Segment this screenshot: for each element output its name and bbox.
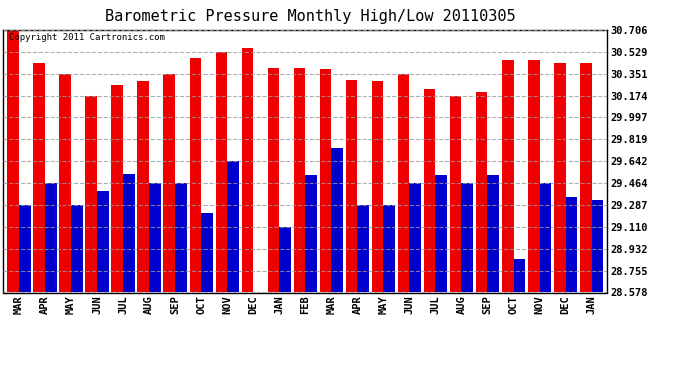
Bar <box>528 60 540 292</box>
Bar <box>19 205 31 292</box>
Bar <box>149 183 161 292</box>
Bar <box>201 213 213 292</box>
Bar <box>86 96 97 292</box>
Bar <box>215 52 227 292</box>
Bar <box>424 89 435 292</box>
Bar <box>488 175 499 292</box>
Bar <box>591 200 603 292</box>
Bar <box>435 175 447 292</box>
Bar <box>554 63 566 292</box>
Bar <box>97 191 109 292</box>
Bar <box>71 205 83 292</box>
Bar <box>294 68 305 292</box>
Bar <box>33 63 45 292</box>
Bar <box>346 80 357 292</box>
Bar <box>580 63 591 292</box>
Bar <box>279 227 291 292</box>
Bar <box>476 92 488 292</box>
Bar <box>372 81 384 292</box>
Bar <box>164 74 175 292</box>
Bar <box>268 68 279 292</box>
Bar <box>59 74 71 292</box>
Bar <box>502 60 513 292</box>
Bar <box>305 175 317 292</box>
Bar <box>566 197 578 292</box>
Bar <box>8 30 19 292</box>
Bar <box>241 48 253 292</box>
Bar <box>123 174 135 292</box>
Bar <box>397 74 409 292</box>
Bar <box>137 81 149 292</box>
Bar <box>384 205 395 292</box>
Bar <box>540 183 551 292</box>
Bar <box>409 183 421 292</box>
Bar <box>462 183 473 292</box>
Bar <box>357 205 369 292</box>
Bar <box>227 161 239 292</box>
Bar <box>175 183 187 292</box>
Bar <box>319 69 331 292</box>
Bar <box>112 85 123 292</box>
Bar <box>450 96 462 292</box>
Bar <box>331 148 343 292</box>
Text: Barometric Pressure Monthly High/Low 20110305: Barometric Pressure Monthly High/Low 201… <box>105 9 516 24</box>
Text: Copyright 2011 Cartronics.com: Copyright 2011 Cartronics.com <box>10 33 166 42</box>
Bar <box>45 183 57 292</box>
Bar <box>190 58 201 292</box>
Bar <box>513 259 525 292</box>
